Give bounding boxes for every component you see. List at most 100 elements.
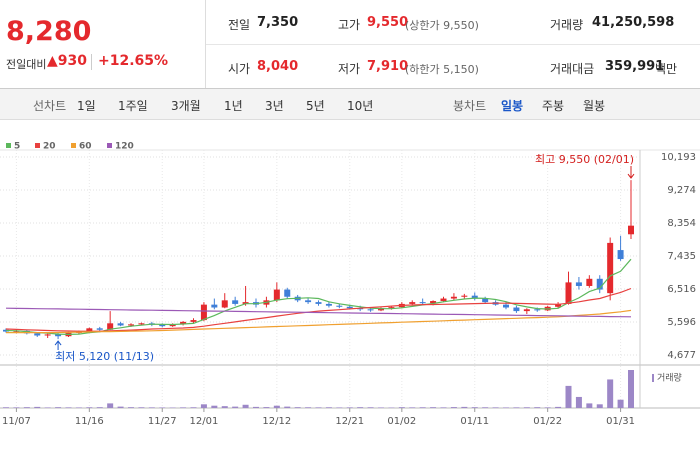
candle-body <box>482 298 489 303</box>
volume-bar <box>107 403 114 408</box>
y-tick-label: 5,596 <box>667 317 696 328</box>
volume-bar <box>253 406 259 408</box>
volume-bar <box>44 407 51 408</box>
volume-bar <box>534 407 541 408</box>
min-annotation: 최저 5,120 (11/13) <box>55 350 154 363</box>
y-tick-label: 7,435 <box>667 251 696 262</box>
candle-body <box>221 300 228 308</box>
volume-bar <box>398 407 405 408</box>
candle-body <box>419 302 426 304</box>
tab[interactable]: 1년 <box>224 99 243 113</box>
moving-average <box>5 287 632 332</box>
legend-swatch <box>107 143 112 148</box>
candle-body <box>284 289 291 297</box>
divider <box>91 54 92 70</box>
volume-bar <box>148 407 155 408</box>
open-label: 시가 <box>228 62 251 76</box>
volume-bar <box>242 404 249 408</box>
legend-swatch <box>71 143 76 148</box>
volume-bar <box>200 404 207 408</box>
y-tick-label: 9,274 <box>667 185 696 196</box>
tab[interactable]: 1일 <box>77 99 96 113</box>
candle-body <box>430 301 437 304</box>
volume-bar <box>586 403 593 408</box>
candle-body <box>367 309 374 311</box>
change-label: 전일대비 <box>6 58 47 71</box>
x-tick-label: 12/12 <box>262 416 291 427</box>
high: 9,550 <box>367 15 409 30</box>
low-label: 저가 <box>338 62 361 76</box>
volume-bar <box>75 407 82 408</box>
high-label: 고가 <box>338 18 361 32</box>
candle-body <box>305 300 312 303</box>
volume-bar <box>461 406 468 408</box>
volume-bar <box>273 405 280 408</box>
volume-bar <box>65 407 72 408</box>
legend-swatch <box>35 143 40 148</box>
amount-label: 거래대금 <box>550 62 595 76</box>
tab[interactable]: 3개월 <box>171 99 201 113</box>
volume-bar <box>565 385 572 408</box>
candle-body <box>86 328 93 332</box>
volume-bar <box>482 407 489 408</box>
volume-bar <box>138 407 145 408</box>
moving-average <box>5 258 632 336</box>
max-arrow <box>627 166 635 179</box>
max-annotation: 최고 9,550 (02/01) <box>535 153 634 166</box>
volume-bar <box>409 407 416 408</box>
candle-body <box>440 298 447 302</box>
volume-bar <box>305 407 312 408</box>
volume-bar <box>555 406 562 408</box>
legend-label: 20 <box>43 142 56 152</box>
volume-bar <box>159 407 166 408</box>
candle-body <box>565 282 572 304</box>
tab[interactable]: 월봉 <box>583 99 606 113</box>
volume-legend: 거래량 <box>657 372 682 384</box>
volume-legend-swatch <box>652 374 654 382</box>
volume-bar <box>440 407 447 408</box>
y-tick-label: 8,354 <box>667 218 696 229</box>
volume-bar <box>575 396 582 408</box>
x-tick-label: 11/16 <box>75 416 104 427</box>
candle-body <box>378 308 384 311</box>
candle-body <box>409 302 416 304</box>
tab[interactable]: 1주일 <box>118 99 148 113</box>
tab[interactable]: 주봉 <box>542 99 565 113</box>
candle-body <box>325 303 332 306</box>
price: 8,280 <box>6 16 92 47</box>
candle-body <box>190 320 197 322</box>
volume-bar <box>617 399 624 408</box>
tab[interactable]: 5년 <box>306 99 325 113</box>
volume-bar <box>315 407 322 408</box>
volume-bar <box>607 379 614 408</box>
prev: 7,350 <box>257 15 299 30</box>
x-tick-label: 12/01 <box>190 416 219 427</box>
volume-bar <box>523 407 530 408</box>
x-tick-label: 01/11 <box>460 416 489 427</box>
volume-bar <box>232 406 239 408</box>
tab[interactable]: 일봉 <box>501 99 524 113</box>
x-tick-label: 01/31 <box>606 416 635 427</box>
upper-limit: (상한가 9,550) <box>405 19 479 32</box>
volume-bar <box>367 407 374 408</box>
candle-body <box>180 321 187 325</box>
prev-label: 전일 <box>228 18 251 32</box>
volume-bar <box>23 407 30 408</box>
candle-body <box>513 307 520 312</box>
candle-body <box>534 309 541 311</box>
candle-body <box>117 323 124 326</box>
volume-bar <box>294 407 301 408</box>
legend-label: 5 <box>14 142 20 152</box>
volume: 41,250,598 <box>592 15 675 30</box>
tab[interactable]: 3년 <box>265 99 284 113</box>
volume-bar <box>86 407 93 408</box>
volume-bar <box>221 406 228 408</box>
low: 7,910 <box>367 59 409 74</box>
tab[interactable]: 10년 <box>347 99 374 113</box>
header: 8,280 전일대비 ▲930 +12.65% 전일 7,350 고가 9,55… <box>0 0 700 89</box>
volume-bar <box>190 407 197 408</box>
candle-body <box>242 302 249 304</box>
candle-body <box>55 334 62 337</box>
volume-label: 거래량 <box>550 18 584 32</box>
